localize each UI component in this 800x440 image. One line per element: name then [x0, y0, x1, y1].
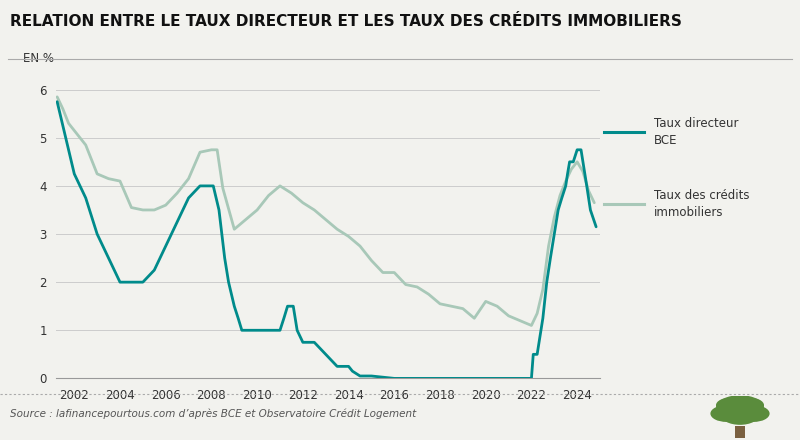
Text: Source : lafinancepourtous.com d’après BCE et Observatoire Crédit Logement: Source : lafinancepourtous.com d’après B…	[10, 408, 416, 419]
Text: Taux directeur
BCE: Taux directeur BCE	[654, 117, 738, 147]
Text: EN %: EN %	[23, 52, 54, 65]
Circle shape	[710, 405, 742, 422]
Circle shape	[721, 405, 759, 425]
Circle shape	[735, 398, 764, 413]
FancyBboxPatch shape	[735, 426, 745, 438]
Text: RELATION ENTRE LE TAUX DIRECTEUR ET LES TAUX DES CRÉDITS IMMOBILIERS: RELATION ENTRE LE TAUX DIRECTEUR ET LES …	[10, 14, 682, 29]
Text: Taux des crédits
immobiliers: Taux des crédits immobiliers	[654, 189, 749, 219]
Circle shape	[716, 398, 745, 413]
Circle shape	[716, 395, 764, 420]
Circle shape	[738, 405, 770, 422]
